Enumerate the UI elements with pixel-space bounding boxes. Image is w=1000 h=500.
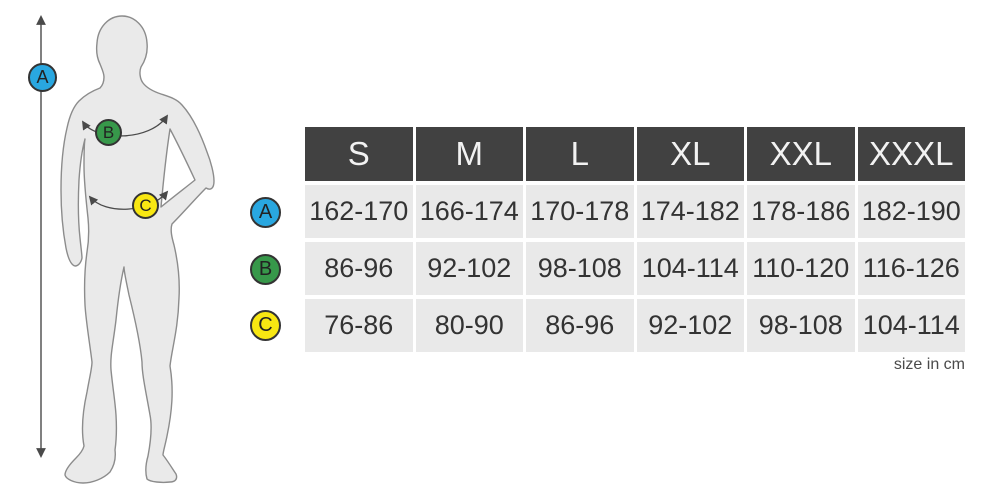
row-marker-badge-c: C bbox=[250, 310, 281, 341]
column-header-xxl: XXL bbox=[747, 127, 855, 181]
size-cell: 174-182 bbox=[636, 185, 744, 238]
waist-marker-badge: C bbox=[132, 192, 159, 219]
size-cell: 170-178 bbox=[526, 185, 634, 238]
size-cell: 116-126 bbox=[857, 242, 965, 295]
column-header-s: S bbox=[305, 127, 413, 181]
size-cell: 162-170 bbox=[305, 185, 413, 238]
column-header-m: M bbox=[415, 127, 523, 181]
size-cell: 80-90 bbox=[415, 299, 523, 352]
size-cell: 110-120 bbox=[747, 242, 855, 295]
size-cell: 104-114 bbox=[636, 242, 744, 295]
size-cell: 182-190 bbox=[857, 185, 965, 238]
row-marker-badge-a: A bbox=[250, 197, 281, 228]
size-cell: 92-102 bbox=[636, 299, 744, 352]
size-cell: 98-108 bbox=[747, 299, 855, 352]
size-cell: 92-102 bbox=[415, 242, 523, 295]
column-header-l: L bbox=[526, 127, 634, 181]
size-cell: 178-186 bbox=[747, 185, 855, 238]
column-header-xxxl: XXXL bbox=[857, 127, 965, 181]
size-cell: 104-114 bbox=[857, 299, 965, 352]
height-marker-badge: A bbox=[28, 63, 57, 92]
chest-marker-badge: B bbox=[95, 119, 122, 146]
units-note: size in cm bbox=[893, 356, 965, 373]
chest-measure-arc-icon bbox=[82, 114, 168, 137]
body-silhouette bbox=[60, 15, 215, 484]
size-cell: 86-96 bbox=[305, 242, 413, 295]
size-cell: 166-174 bbox=[415, 185, 523, 238]
size-cell: 76-86 bbox=[305, 299, 413, 352]
size-cell: 98-108 bbox=[526, 242, 634, 295]
size-cell: 86-96 bbox=[526, 299, 634, 352]
row-marker-badge-b: B bbox=[250, 254, 281, 285]
column-header-xl: XL bbox=[636, 127, 744, 181]
waist-measure-arc-icon bbox=[88, 190, 169, 210]
size-table: S M L XL XXL XXXL 162-170 166-174 170-178 174-182… bbox=[305, 127, 965, 352]
